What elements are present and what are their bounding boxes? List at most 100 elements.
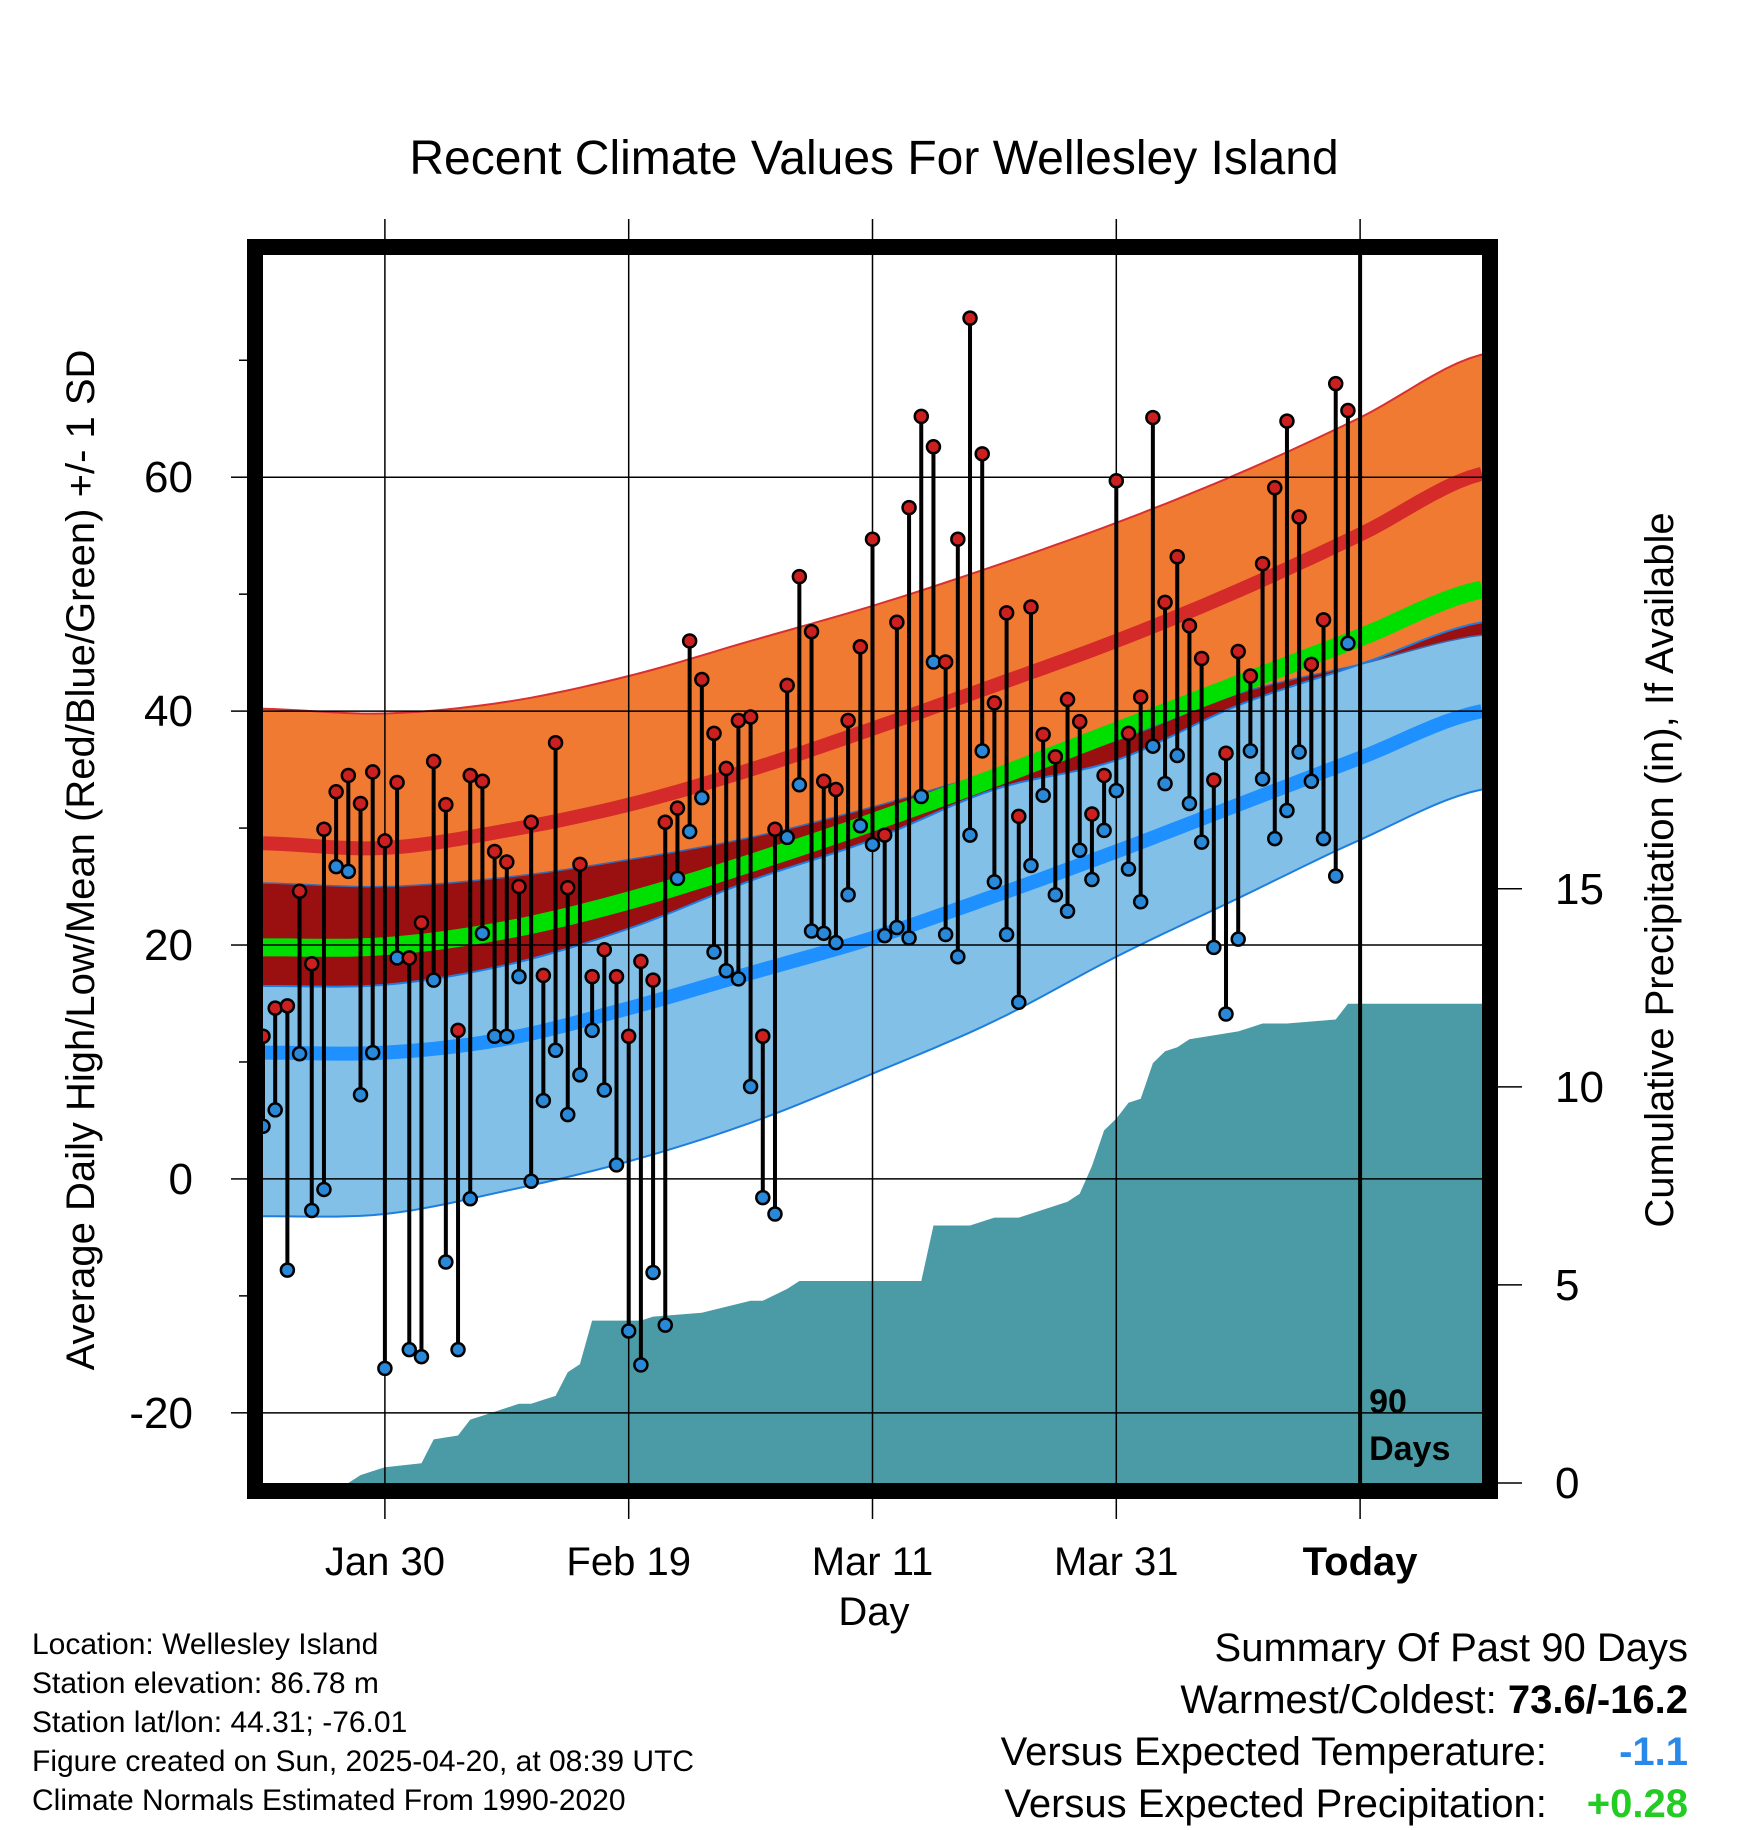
high-point [389,774,405,791]
high-point [1181,617,1198,634]
precip-label: Versus Expected Precipitation: [1004,1782,1547,1826]
low-point [572,1067,588,1083]
high-point [986,695,1003,711]
low-point [1023,857,1039,874]
plot-frame [247,239,1498,1499]
low-point [450,1341,466,1358]
low-point [645,1264,661,1281]
low-point [1181,795,1198,812]
low-point [413,1348,430,1365]
low-point [535,1092,552,1109]
high-point [511,878,527,895]
low-point [584,1022,600,1039]
precipitation-area [263,1003,1482,1483]
y2-axis-label: Cumulative Precipitation (in), If Availa… [1638,512,1682,1227]
low-point [986,874,1003,890]
high-point [1108,472,1125,489]
low-point [560,1106,576,1123]
low-point [950,948,966,965]
high-point [669,800,686,816]
low-point [1303,773,1320,790]
high-point [828,781,844,798]
low-point [1059,903,1076,919]
low-point [791,777,808,793]
low-point [974,743,990,759]
warm-cold-value: 73.6/-16.2 [1507,1678,1688,1722]
high-point [1303,656,1320,673]
low-point [1267,830,1283,847]
high-point [755,1028,771,1044]
high-point [840,712,856,729]
high-point [681,633,698,649]
low-point [474,925,491,942]
high-point [279,998,296,1014]
y-tick-label: 0 [169,1155,193,1204]
high-point [1035,726,1051,743]
high-point [1096,767,1112,784]
high-point [1071,713,1088,730]
high-point [706,725,722,742]
location-text: Location: Wellesley Island [32,1628,379,1661]
low-point [1011,994,1027,1011]
today-days-number: 90 [1369,1383,1407,1421]
low-point [1108,782,1125,799]
y2-tick-label: 10 [1555,1063,1604,1112]
low-point [1291,744,1307,760]
low-point [1315,830,1332,847]
high-point [620,1028,637,1044]
high-point [925,439,942,455]
high-point [1193,650,1210,667]
high-point [1120,725,1137,742]
low-point [1132,893,1149,910]
high-point [803,623,820,640]
y-tick-label: 40 [144,687,193,736]
low-point [352,1086,369,1103]
low-point [1084,871,1100,888]
high-point [1132,689,1149,705]
low-point [876,927,893,944]
station-info: Location: Wellesley Island Station eleva… [32,1625,694,1820]
low-point [718,962,734,979]
low-point [620,1323,637,1339]
low-point [1254,771,1271,787]
low-point [889,919,905,936]
high-point [1157,594,1173,611]
x-tick-label: Jan 30 [325,1540,445,1584]
high-point [998,605,1015,621]
high-point [291,883,308,899]
low-point [657,1317,674,1333]
low-point [1071,842,1088,859]
low-point [998,926,1015,943]
precip-anomaly-value: +0.28 [1586,1782,1688,1826]
summary-warm-cold: Warmest/Coldest: 73.6/-16.2 [1001,1674,1688,1726]
low-point [1145,738,1161,754]
high-point [901,499,917,516]
latlon-text: Station lat/lon: 44.31; -76.01 [32,1706,408,1739]
low-point [523,1173,539,1190]
high-point [364,764,381,780]
high-point [474,773,491,790]
y2-tick-label: 15 [1555,865,1604,914]
high-point [1206,772,1222,788]
high-point [767,821,783,837]
high-point [263,1028,271,1044]
low-point [316,1181,332,1198]
high-point [852,639,869,655]
low-point [1035,787,1051,804]
high-point [645,972,661,988]
high-point [560,879,576,896]
low-point [1120,861,1137,877]
high-point [937,654,954,670]
low-point [511,968,527,985]
low-point [279,1262,296,1278]
plot-content: 90 Days [263,255,1482,1483]
y-tick-label: 20 [144,921,193,970]
high-point [450,1022,466,1039]
high-point [547,734,564,751]
low-point [864,836,881,853]
y2-tick-label: 0 [1555,1459,1579,1508]
low-point [767,1206,783,1222]
low-point [1157,775,1173,792]
high-point [523,814,539,830]
